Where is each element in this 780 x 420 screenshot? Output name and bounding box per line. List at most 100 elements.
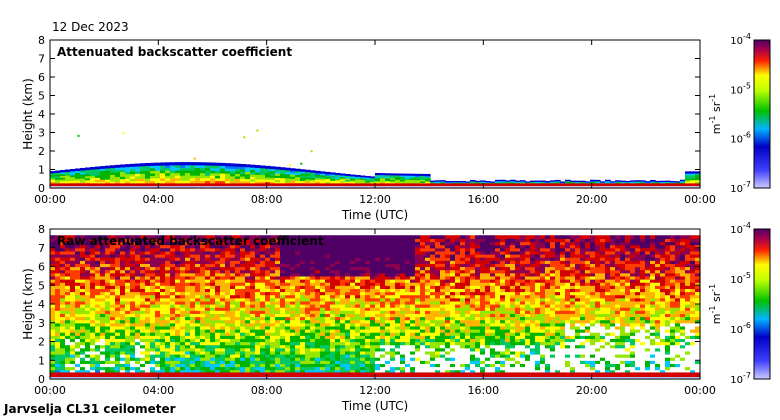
heatmap-cell bbox=[275, 310, 281, 314]
heatmap-cell bbox=[115, 360, 121, 364]
heatmap-cell bbox=[400, 350, 406, 355]
heatmap-cell bbox=[370, 369, 376, 374]
heatmap-cell bbox=[410, 291, 416, 296]
heatmap-cell bbox=[270, 291, 276, 296]
heatmap-cell bbox=[360, 300, 366, 305]
heatmap-cell bbox=[80, 297, 86, 302]
heatmap-cell bbox=[55, 275, 61, 280]
heatmap-cell bbox=[165, 316, 171, 321]
heatmap-cell bbox=[175, 263, 181, 268]
heatmap-cell bbox=[210, 369, 216, 374]
heatmap-cell bbox=[345, 313, 351, 318]
heatmap-cell bbox=[280, 354, 286, 358]
heatmap-cell bbox=[320, 266, 326, 271]
heatmap-cell bbox=[310, 172, 316, 175]
heatmap-cell bbox=[185, 275, 191, 280]
heatmap-cell bbox=[55, 263, 61, 268]
heatmap-cell bbox=[430, 313, 436, 318]
heatmap-cell bbox=[335, 241, 341, 246]
heatmap-cell bbox=[75, 291, 81, 296]
heatmap-cell bbox=[305, 171, 311, 175]
heatmap-cell bbox=[135, 313, 141, 318]
heatmap-cell bbox=[215, 250, 221, 255]
heatmap-cell bbox=[240, 244, 246, 249]
heatmap-cell bbox=[680, 182, 686, 184]
heatmap-cell bbox=[235, 344, 241, 349]
heatmap-cell bbox=[200, 304, 206, 308]
heatmap-cell bbox=[70, 176, 76, 180]
heatmap-cell bbox=[140, 350, 146, 355]
heatmap-cell bbox=[160, 272, 166, 277]
heatmap-cell bbox=[280, 297, 286, 302]
heatmap-cell bbox=[335, 332, 341, 336]
heatmap-cell bbox=[270, 313, 276, 318]
heatmap-cell bbox=[120, 322, 126, 327]
heatmap-cell bbox=[225, 272, 231, 277]
heatmap-cell bbox=[230, 329, 236, 333]
heatmap-cell bbox=[305, 173, 311, 176]
heatmap-cell bbox=[255, 347, 261, 352]
heatmap-cell bbox=[440, 369, 446, 374]
heatmap-cell bbox=[280, 310, 286, 314]
heatmap-cell bbox=[145, 279, 151, 283]
heatmap-cell bbox=[375, 350, 381, 355]
heatmap-cell bbox=[250, 307, 256, 311]
heatmap-cell bbox=[205, 162, 211, 166]
heatmap-cell bbox=[385, 329, 391, 333]
heatmap-cell bbox=[410, 300, 416, 305]
heatmap-cell bbox=[370, 282, 376, 286]
heatmap-cell bbox=[190, 354, 196, 358]
heatmap-cell bbox=[185, 322, 191, 327]
heatmap-cell bbox=[250, 176, 256, 180]
heatmap-cell bbox=[300, 250, 306, 255]
heatmap-cell bbox=[435, 288, 441, 293]
heatmap-cell bbox=[180, 285, 186, 289]
heatmap-cell bbox=[325, 338, 331, 343]
heatmap-cell bbox=[50, 319, 56, 324]
heatmap-cell bbox=[260, 329, 266, 333]
heatmap-cell bbox=[375, 344, 381, 349]
heatmap-cell bbox=[105, 307, 111, 311]
heatmap-cell bbox=[190, 335, 196, 339]
heatmap-cell bbox=[185, 279, 191, 283]
heatmap-cell bbox=[215, 325, 221, 330]
heatmap-cell bbox=[185, 288, 191, 293]
heatmap-cell bbox=[70, 347, 76, 352]
heatmap-cell bbox=[205, 275, 211, 280]
heatmap-cell bbox=[135, 250, 141, 255]
heatmap-cell bbox=[365, 247, 371, 252]
heatmap-cell bbox=[205, 341, 211, 346]
heatmap-cell bbox=[625, 181, 631, 183]
heatmap-cell bbox=[360, 344, 366, 349]
heatmap-cell bbox=[225, 332, 231, 336]
heatmap-cell bbox=[340, 322, 346, 327]
heatmap-cell bbox=[310, 250, 316, 255]
heatmap-cell bbox=[50, 316, 56, 321]
heatmap-cell bbox=[60, 257, 66, 261]
heatmap-cell bbox=[150, 297, 156, 302]
heatmap-cell bbox=[125, 297, 131, 302]
heatmap-cell bbox=[65, 282, 71, 286]
heatmap-cell bbox=[695, 171, 701, 174]
heatmap-cell bbox=[335, 329, 341, 333]
heatmap-cell bbox=[175, 266, 181, 271]
heatmap-cell bbox=[240, 166, 246, 170]
heatmap-cell bbox=[505, 180, 511, 182]
heatmap-cell bbox=[305, 269, 311, 274]
heatmap-cell bbox=[220, 244, 226, 249]
heatmap-cell bbox=[180, 354, 186, 358]
heatmap-cell bbox=[50, 329, 56, 333]
heatmap-cell bbox=[400, 288, 406, 293]
heatmap-cell bbox=[200, 169, 206, 174]
heatmap-cell bbox=[305, 260, 311, 264]
heatmap-cell bbox=[655, 180, 661, 183]
heatmap-cell bbox=[280, 335, 286, 339]
heatmap-cell bbox=[330, 366, 336, 371]
heatmap-cell bbox=[150, 263, 156, 268]
heatmap-cell bbox=[155, 366, 161, 371]
heatmap-cell bbox=[635, 180, 641, 182]
heatmap-cell bbox=[155, 254, 161, 258]
heatmap-cell bbox=[410, 178, 416, 181]
heatmap-cell bbox=[280, 313, 286, 318]
heatmap-cell bbox=[250, 304, 256, 308]
